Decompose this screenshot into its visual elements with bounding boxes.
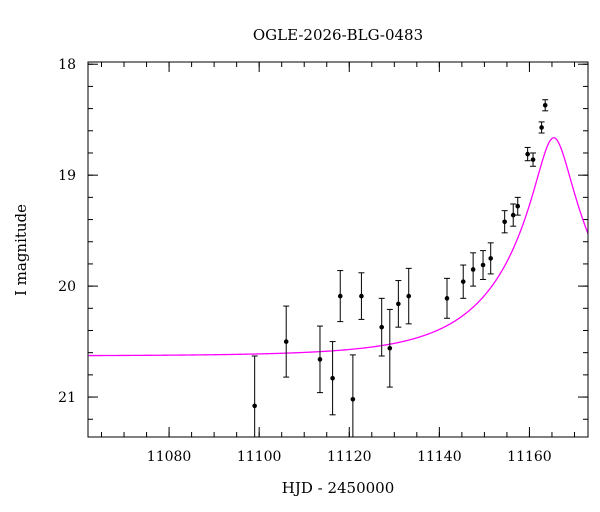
data-marker: [406, 293, 412, 299]
x-tick-labels: 11080 11100 11120 11140 11160: [147, 449, 552, 465]
data-marker: [502, 219, 507, 225]
data-marker: [515, 203, 521, 209]
data-point: [395, 280, 402, 328]
y-tick-label: 21: [58, 390, 76, 406]
data-marker: [444, 296, 450, 301]
data-point: [530, 152, 537, 167]
data-point: [378, 297, 385, 357]
data-point: [251, 355, 258, 437]
data-point: [538, 121, 545, 134]
data-point: [542, 99, 549, 112]
data-marker: [488, 256, 494, 261]
data-point: [329, 341, 336, 416]
data-point: [470, 252, 477, 287]
y-tick-labels: 18 19 20 21: [58, 57, 76, 406]
data-point: [501, 210, 508, 234]
data-marker: [542, 102, 548, 108]
data-point: [444, 277, 451, 319]
data-marker: [337, 293, 343, 299]
data-point: [283, 305, 290, 378]
data-marker: [460, 279, 466, 284]
y-tick-label: 20: [58, 279, 76, 295]
data-marker: [330, 375, 335, 381]
data-point: [524, 146, 531, 162]
data-marker: [379, 324, 384, 330]
plot-frame: [87, 61, 589, 438]
x-tick-label: 11100: [237, 449, 282, 465]
x-tick-label: 11080: [147, 449, 192, 465]
chart-title: OGLE-2026-BLG-0483: [253, 26, 423, 44]
data-point: [358, 272, 365, 320]
x-tick-label: 11140: [417, 449, 462, 465]
data-point: [349, 354, 356, 437]
model-curve: [88, 137, 588, 357]
data-marker: [252, 403, 257, 409]
data-marker: [539, 125, 544, 130]
data-point: [316, 325, 323, 394]
data-marker: [530, 157, 536, 162]
data-points-group: [251, 99, 549, 437]
data-marker: [470, 267, 476, 272]
data-marker: [359, 293, 364, 299]
data-marker: [396, 301, 401, 307]
data-point: [460, 264, 467, 299]
data-marker: [317, 357, 323, 362]
data-point: [510, 203, 517, 227]
data-point: [480, 250, 487, 280]
data-marker: [350, 396, 356, 402]
data-marker: [387, 345, 393, 351]
y-tick-label: 19: [58, 168, 76, 184]
y-tick-label: 18: [58, 57, 76, 73]
data-marker: [525, 151, 530, 157]
x-tick-label: 11120: [327, 449, 372, 465]
y-axis-label: I magnitude: [12, 204, 30, 296]
tick-marks: [88, 62, 588, 437]
x-axis-label: HJD - 2450000: [282, 479, 395, 497]
data-point: [514, 196, 521, 216]
data-marker: [283, 339, 289, 344]
data-point: [405, 267, 412, 325]
x-tick-label: 11160: [507, 449, 552, 465]
data-point: [487, 242, 494, 275]
data-marker: [510, 212, 516, 218]
data-point: [337, 270, 344, 323]
model-curve-group: [88, 137, 588, 357]
data-point: [386, 308, 393, 388]
data-marker: [480, 262, 486, 268]
